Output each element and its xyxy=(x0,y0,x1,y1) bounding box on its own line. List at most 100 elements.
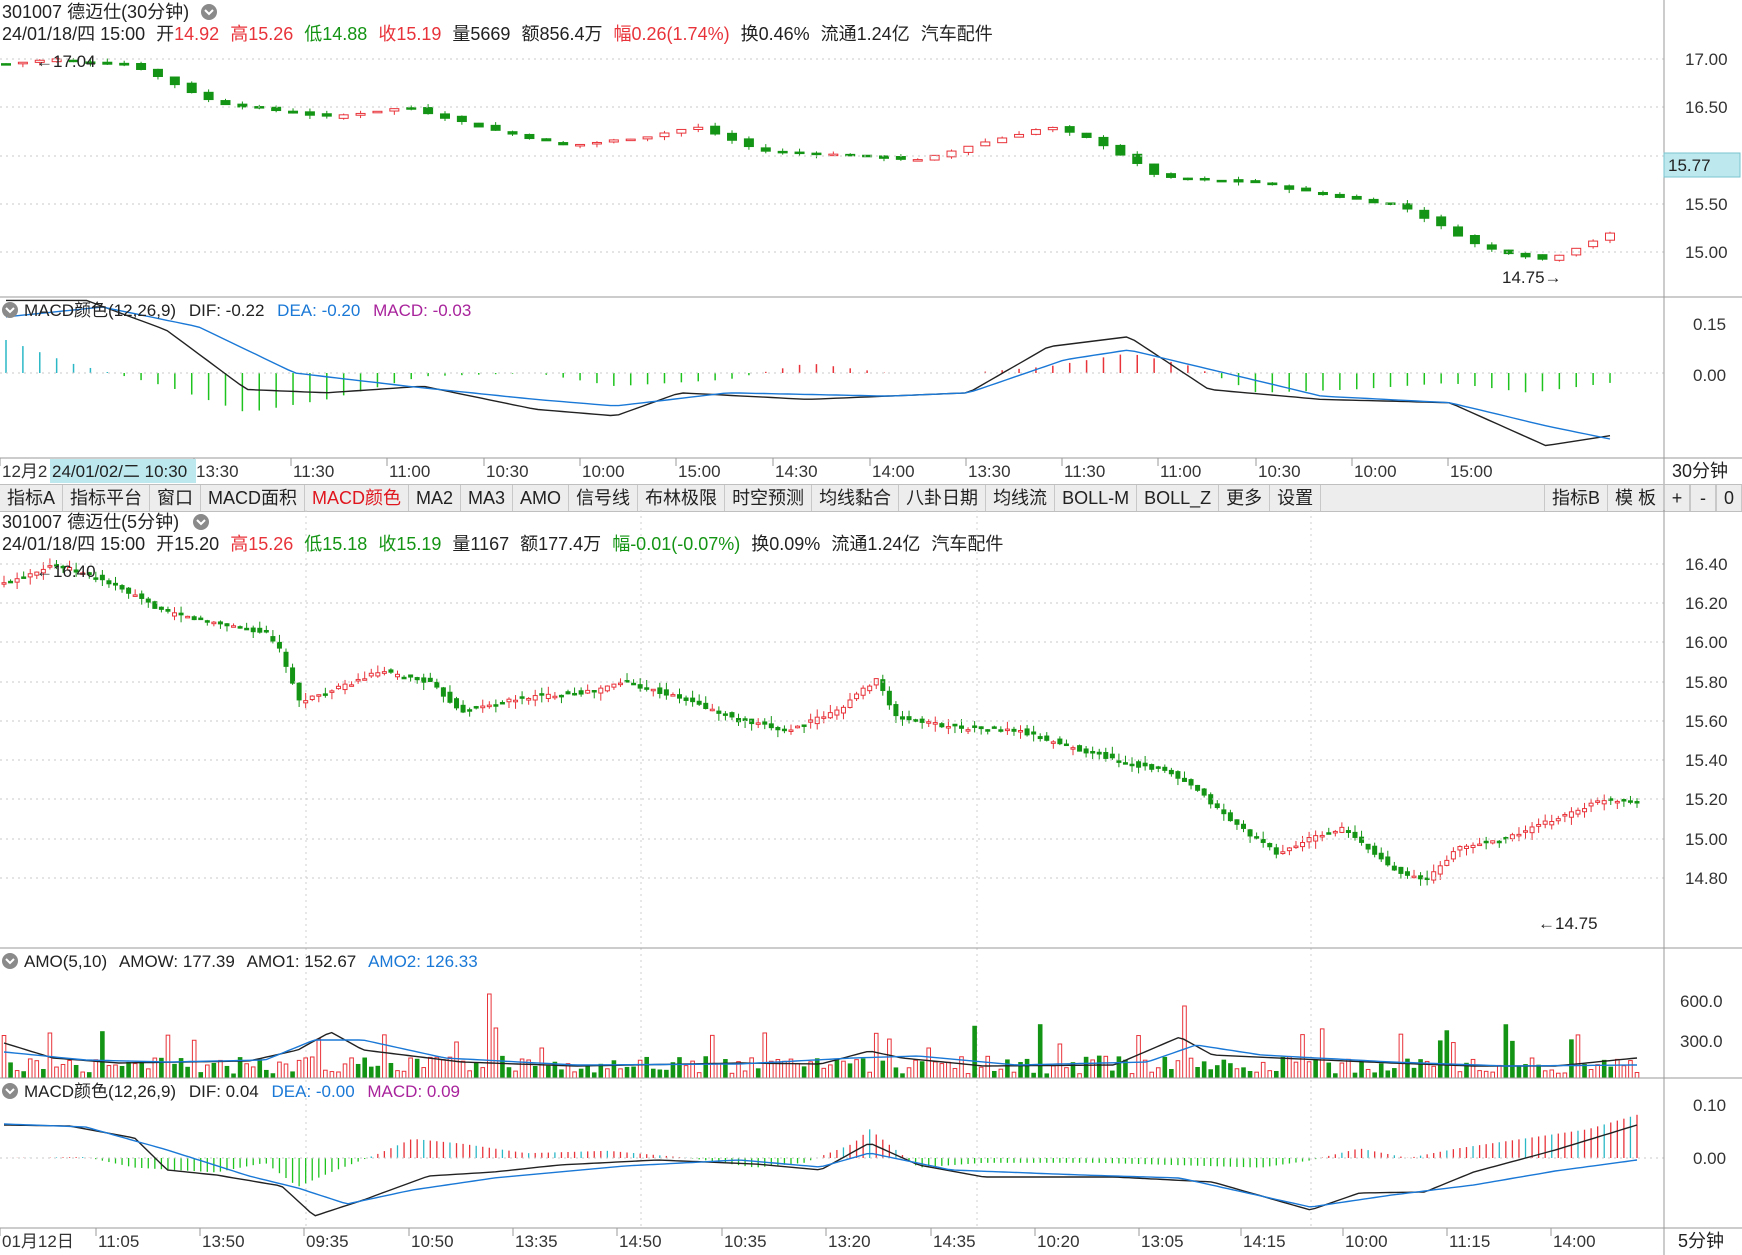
collapse-icon[interactable] xyxy=(2,1083,18,1099)
collapse-icon[interactable] xyxy=(2,302,18,318)
tab-macd-area[interactable]: MACD面积 xyxy=(201,485,306,511)
volume-bar xyxy=(841,1060,846,1079)
volume-bar xyxy=(1346,1058,1351,1079)
candle xyxy=(1175,770,1181,786)
candle xyxy=(696,694,702,706)
candle xyxy=(1254,832,1260,840)
volume-bar xyxy=(277,1061,282,1079)
candle xyxy=(309,695,315,702)
tab-ma3[interactable]: MA3 xyxy=(461,485,514,511)
volume-bar xyxy=(231,1073,236,1079)
tab-boll-m[interactable]: BOLL-M xyxy=(1055,485,1138,511)
volume-bar xyxy=(1529,1057,1535,1079)
tab-indicator-b[interactable]: 指标B xyxy=(1543,485,1608,511)
volume-bar xyxy=(585,1065,590,1079)
candle xyxy=(926,719,932,728)
volume-bar xyxy=(1470,1058,1476,1079)
candle xyxy=(1317,190,1328,196)
bottom-kline-chart[interactable]: 301007 德迈仕(5分钟) 24/01/18/四 15:00 开15.20 … xyxy=(0,510,1742,1255)
volume-bar xyxy=(1431,1065,1436,1079)
candle xyxy=(929,154,940,161)
candle xyxy=(158,606,164,613)
tab-amo[interactable]: AMO xyxy=(513,485,570,511)
amo2-line xyxy=(3,1039,1637,1067)
tab-window[interactable]: 窗口 xyxy=(150,485,202,511)
tab-indicator-a[interactable]: 指标A xyxy=(0,485,64,511)
volume-bar xyxy=(1096,1055,1102,1079)
zoom-in-button[interactable]: + xyxy=(1664,485,1690,511)
volume-bar xyxy=(270,1073,276,1079)
price-axis-label: 15.60 xyxy=(1685,712,1728,731)
chevron-down-icon[interactable] xyxy=(193,514,209,530)
tab-indicator-platform[interactable]: 指标平台 xyxy=(63,485,151,511)
tab-signal-line[interactable]: 信号线 xyxy=(569,485,639,511)
tab-ma-flow[interactable]: 均线流 xyxy=(986,485,1056,511)
tab-boll-limit[interactable]: 布林极限 xyxy=(638,485,726,511)
volume-bar xyxy=(224,1065,230,1079)
volume-bar xyxy=(355,1063,361,1079)
tab-boll-z[interactable]: BOLL_Z xyxy=(1137,485,1220,511)
reset-button[interactable]: 0 xyxy=(1716,485,1742,511)
candle xyxy=(1483,836,1489,850)
price-axis-label: 15.20 xyxy=(1685,790,1728,809)
tab-ma2[interactable]: MA2 xyxy=(409,485,462,511)
price-axis-label: 16.40 xyxy=(1685,555,1728,574)
volume-bar xyxy=(814,1058,820,1079)
candle xyxy=(329,689,335,700)
candle xyxy=(801,724,807,734)
candle xyxy=(126,587,132,599)
tab-more[interactable]: 更多 xyxy=(1219,485,1271,511)
volume-bar xyxy=(362,1057,368,1079)
collapse-icon[interactable] xyxy=(2,953,18,969)
tab-ma-bond[interactable]: 均线黏合 xyxy=(812,485,900,511)
candle xyxy=(338,113,349,120)
volume-bar xyxy=(1051,1065,1056,1079)
tab-time-forecast[interactable]: 时空预测 xyxy=(725,485,813,511)
candle xyxy=(663,682,669,700)
time-axis-label: 15:00 xyxy=(1450,462,1493,481)
volume-bar xyxy=(1306,1061,1312,1079)
volume-bar xyxy=(1444,1030,1450,1079)
tab-bagua-date[interactable]: 八卦日期 xyxy=(899,485,987,511)
top-price-label: 17.00 xyxy=(1685,50,1728,69)
candle xyxy=(506,697,512,708)
candle xyxy=(1634,798,1640,808)
chevron-down-icon[interactable] xyxy=(201,4,217,20)
candle xyxy=(1195,784,1201,792)
candle xyxy=(1503,836,1509,844)
volume-bar xyxy=(460,1060,466,1079)
candle xyxy=(421,673,427,691)
zoom-out-button[interactable]: - xyxy=(1690,485,1716,511)
candle xyxy=(1168,767,1174,777)
candle xyxy=(1365,843,1371,854)
tab-macd-color[interactable]: MACD颜色 xyxy=(305,485,410,511)
candle xyxy=(1216,179,1227,183)
time-axis-label: 13:30 xyxy=(196,462,239,481)
candle xyxy=(178,606,184,623)
top-kline-chart[interactable]: 301007 德迈仕(30分钟) 24/01/18/四 15:00 开14.92… xyxy=(0,0,1742,484)
tab-settings[interactable]: 设置 xyxy=(1270,485,1322,511)
top-macd-label: 0.15 xyxy=(1693,315,1726,334)
candle xyxy=(1081,132,1092,139)
price-axis-label: 15.00 xyxy=(1685,830,1728,849)
candle xyxy=(794,148,805,156)
candle xyxy=(591,690,597,699)
candle xyxy=(388,668,394,674)
tab-template[interactable]: 模 板 xyxy=(1608,485,1664,511)
candle xyxy=(473,705,479,710)
volume-bar xyxy=(709,1034,715,1079)
candle xyxy=(1149,763,1155,773)
candle xyxy=(34,571,40,580)
candle xyxy=(1182,177,1193,181)
volume-bar xyxy=(1287,1056,1292,1079)
volume-bar xyxy=(1234,1068,1240,1079)
top-period-label: 30分钟 xyxy=(1672,461,1728,481)
volume-bar xyxy=(873,1032,879,1079)
candle xyxy=(604,685,610,693)
volume-bar xyxy=(716,1063,722,1079)
volume-bar xyxy=(657,1069,663,1079)
candle xyxy=(526,697,532,705)
top-price-label: 15.50 xyxy=(1685,195,1728,214)
volume-bar xyxy=(1542,1070,1548,1079)
volume-bar xyxy=(1208,1069,1214,1079)
